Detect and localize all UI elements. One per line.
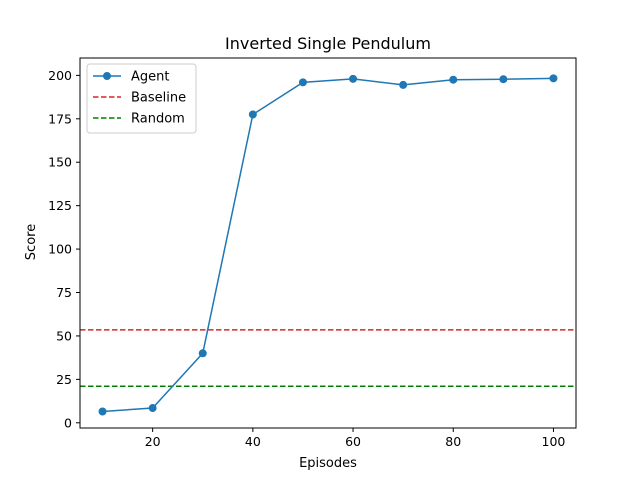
legend: Agent Baseline Random <box>86 63 197 134</box>
axes-frame <box>79 57 577 429</box>
x-tick-label: 60 <box>345 434 361 449</box>
agent-series <box>98 74 558 416</box>
x-tick-label: 40 <box>245 434 261 449</box>
x-tick-label: 20 <box>145 434 161 449</box>
legend-label-agent: Agent <box>131 70 169 85</box>
y-tick-label: 150 <box>48 155 72 170</box>
agent-point <box>248 110 257 119</box>
y-tick-label: 0 <box>64 415 72 430</box>
chart-title: Inverted Single Pendulum <box>225 34 431 53</box>
y-tick-label: 200 <box>48 68 72 83</box>
y-tick-label: 25 <box>56 372 72 387</box>
x-axis-label: Episodes <box>299 456 357 471</box>
y-tick-label: 75 <box>56 285 72 300</box>
agent-line <box>102 77 554 413</box>
agent-point <box>549 74 558 83</box>
y-axis-label: Score <box>24 224 39 260</box>
y-tick-label: 100 <box>48 242 72 257</box>
plot-area <box>79 57 577 429</box>
agent-point <box>349 74 358 83</box>
agent-point <box>198 349 207 358</box>
x-tick-label: 100 <box>542 434 566 449</box>
y-tick-label: 125 <box>48 198 72 213</box>
y-tick-label: 50 <box>56 328 72 343</box>
agent-point <box>449 75 458 84</box>
reference-lines <box>80 329 576 388</box>
legend-marker-agent <box>103 72 111 80</box>
legend-label-random: Random <box>131 112 185 127</box>
legend-box <box>86 63 197 134</box>
x-tick-label: 80 <box>445 434 461 449</box>
agent-point <box>98 407 107 416</box>
agent-point <box>298 78 307 87</box>
x-axis: 20 40 60 80 100 <box>145 428 566 449</box>
agent-point <box>399 80 408 89</box>
legend-label-baseline: Baseline <box>131 91 186 106</box>
y-tick-label: 175 <box>48 111 72 126</box>
agent-point <box>148 404 157 413</box>
y-axis: 0 25 50 75 100 125 150 175 200 <box>48 68 80 430</box>
legend-items: Agent Baseline Random <box>93 70 186 127</box>
agent-point <box>499 75 508 84</box>
